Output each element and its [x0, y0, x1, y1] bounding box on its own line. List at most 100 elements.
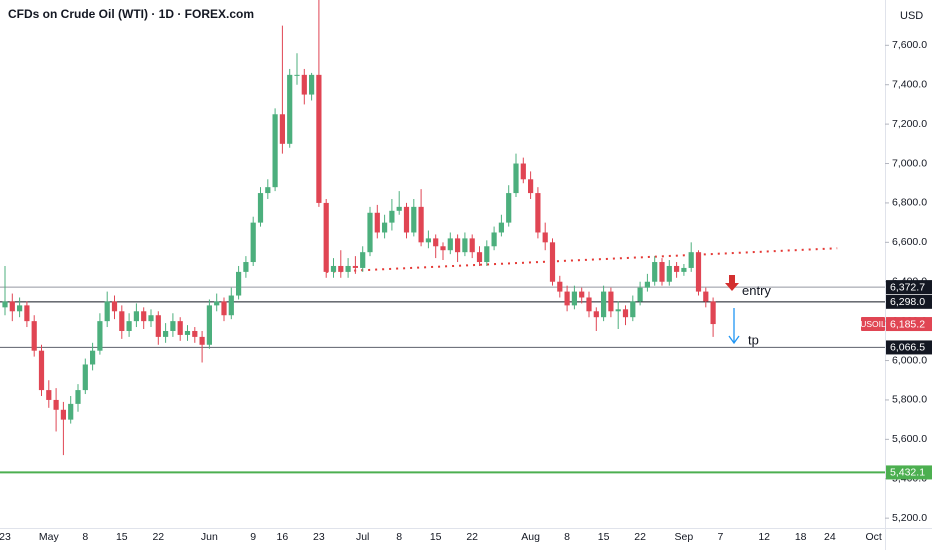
x-tick-label: 12 — [758, 531, 770, 543]
candle-body — [250, 222, 256, 263]
candle-body — [272, 114, 278, 188]
x-tick-label: 23 — [313, 531, 325, 543]
candle-body — [557, 281, 563, 292]
candle-body — [294, 74, 300, 76]
candle-body — [111, 301, 118, 312]
x-tick-label: 22 — [152, 531, 164, 543]
candle-body — [352, 265, 358, 268]
y-tick-label: 6,800.0 — [892, 197, 927, 209]
candle-body — [498, 222, 504, 233]
candle-body — [491, 232, 497, 247]
candle-body — [644, 281, 650, 288]
x-tick-label: 8 — [396, 531, 402, 543]
candle-body — [206, 305, 212, 345]
candle-body — [287, 74, 293, 144]
y-tick-label: 5,200.0 — [892, 512, 927, 524]
symbol-tag: USOIL — [860, 319, 886, 329]
x-tick-label: 22 — [466, 531, 478, 543]
candle-body — [411, 206, 417, 233]
x-tick-label: 15 — [598, 531, 610, 543]
x-tick-label: 7 — [717, 531, 723, 543]
x-tick-label: Aug — [521, 531, 540, 543]
candle-body — [403, 206, 410, 233]
candle-body — [374, 212, 380, 233]
candle-body — [243, 262, 249, 272]
x-tick-label: Oct — [866, 531, 882, 543]
candle-body — [170, 321, 176, 331]
candle-body — [528, 179, 534, 194]
x-tick-label: Sep — [675, 531, 694, 543]
candle-body — [155, 315, 161, 337]
y-tick-label: 5,600.0 — [892, 433, 927, 445]
annotation: entry — [742, 283, 771, 298]
candle-body — [535, 193, 541, 233]
candle-body — [236, 271, 242, 296]
candle-body — [666, 265, 672, 282]
candle-body — [418, 206, 424, 243]
candle-body — [688, 252, 694, 268]
level-label: 6,298.0 — [890, 296, 925, 308]
level-label-bg — [886, 340, 932, 355]
x-tick-label: 24 — [824, 531, 836, 543]
candle-body — [104, 301, 110, 322]
x-tick-label: 23 — [0, 531, 11, 543]
candle-body — [119, 311, 125, 331]
candle-body — [484, 246, 490, 263]
candle-body — [345, 265, 351, 272]
candle-body — [579, 291, 585, 298]
candle-body — [31, 321, 37, 351]
candle-body — [133, 311, 139, 322]
candle-body — [695, 252, 702, 292]
level-label: 6,066.5 — [890, 342, 925, 354]
candle-body — [513, 163, 519, 194]
y-tick-label: 7,000.0 — [892, 157, 927, 169]
candle-body — [9, 301, 15, 312]
candle-body — [601, 291, 607, 318]
x-tick-label: 18 — [795, 531, 807, 543]
candle-body — [586, 297, 592, 312]
candle-body — [38, 350, 45, 391]
candle-body — [659, 262, 665, 282]
x-tick-label: Jul — [356, 531, 369, 543]
candle-body — [265, 187, 271, 194]
candle-body — [710, 301, 716, 325]
candle-body — [199, 336, 205, 345]
candle-body — [192, 330, 198, 337]
plot-area — [0, 0, 885, 474]
candle-body — [316, 74, 322, 203]
candle-body — [309, 74, 315, 95]
candle-body — [90, 350, 96, 365]
y-tick-label: 7,200.0 — [892, 118, 927, 130]
symbol-tag-bg — [861, 317, 885, 332]
candle-body — [126, 321, 132, 331]
candle-body — [338, 265, 344, 272]
x-tick-label: 16 — [277, 531, 289, 543]
candle-body — [593, 311, 599, 318]
candle-body — [97, 321, 103, 351]
candle-body — [279, 114, 285, 144]
candle-body — [506, 193, 512, 223]
level-label-bg — [886, 294, 932, 309]
currency: USD — [900, 10, 923, 22]
last-price-bg — [886, 317, 932, 332]
level-label: 5,432.1 — [890, 467, 925, 479]
arrows — [725, 275, 740, 345]
candle-body — [68, 403, 74, 420]
candle-body — [82, 364, 88, 391]
candle-body — [571, 291, 577, 306]
x-tick-label: Jun — [201, 531, 218, 543]
candle-body — [330, 265, 337, 272]
candle-body — [542, 232, 548, 243]
candle-body — [2, 301, 8, 308]
candle-body — [360, 252, 366, 268]
x-tick-label: May — [39, 531, 60, 543]
annotation: tp — [748, 332, 759, 347]
candle-body — [440, 246, 446, 251]
chart-title: CFDs on Crude Oil (WTI) · 1D · FOREX.com — [8, 7, 254, 21]
candle-body — [681, 267, 687, 272]
candle-body — [301, 74, 307, 95]
candle-body — [455, 238, 461, 253]
candle-body — [367, 212, 373, 253]
candle-body — [389, 210, 395, 223]
candle-body — [53, 399, 59, 410]
